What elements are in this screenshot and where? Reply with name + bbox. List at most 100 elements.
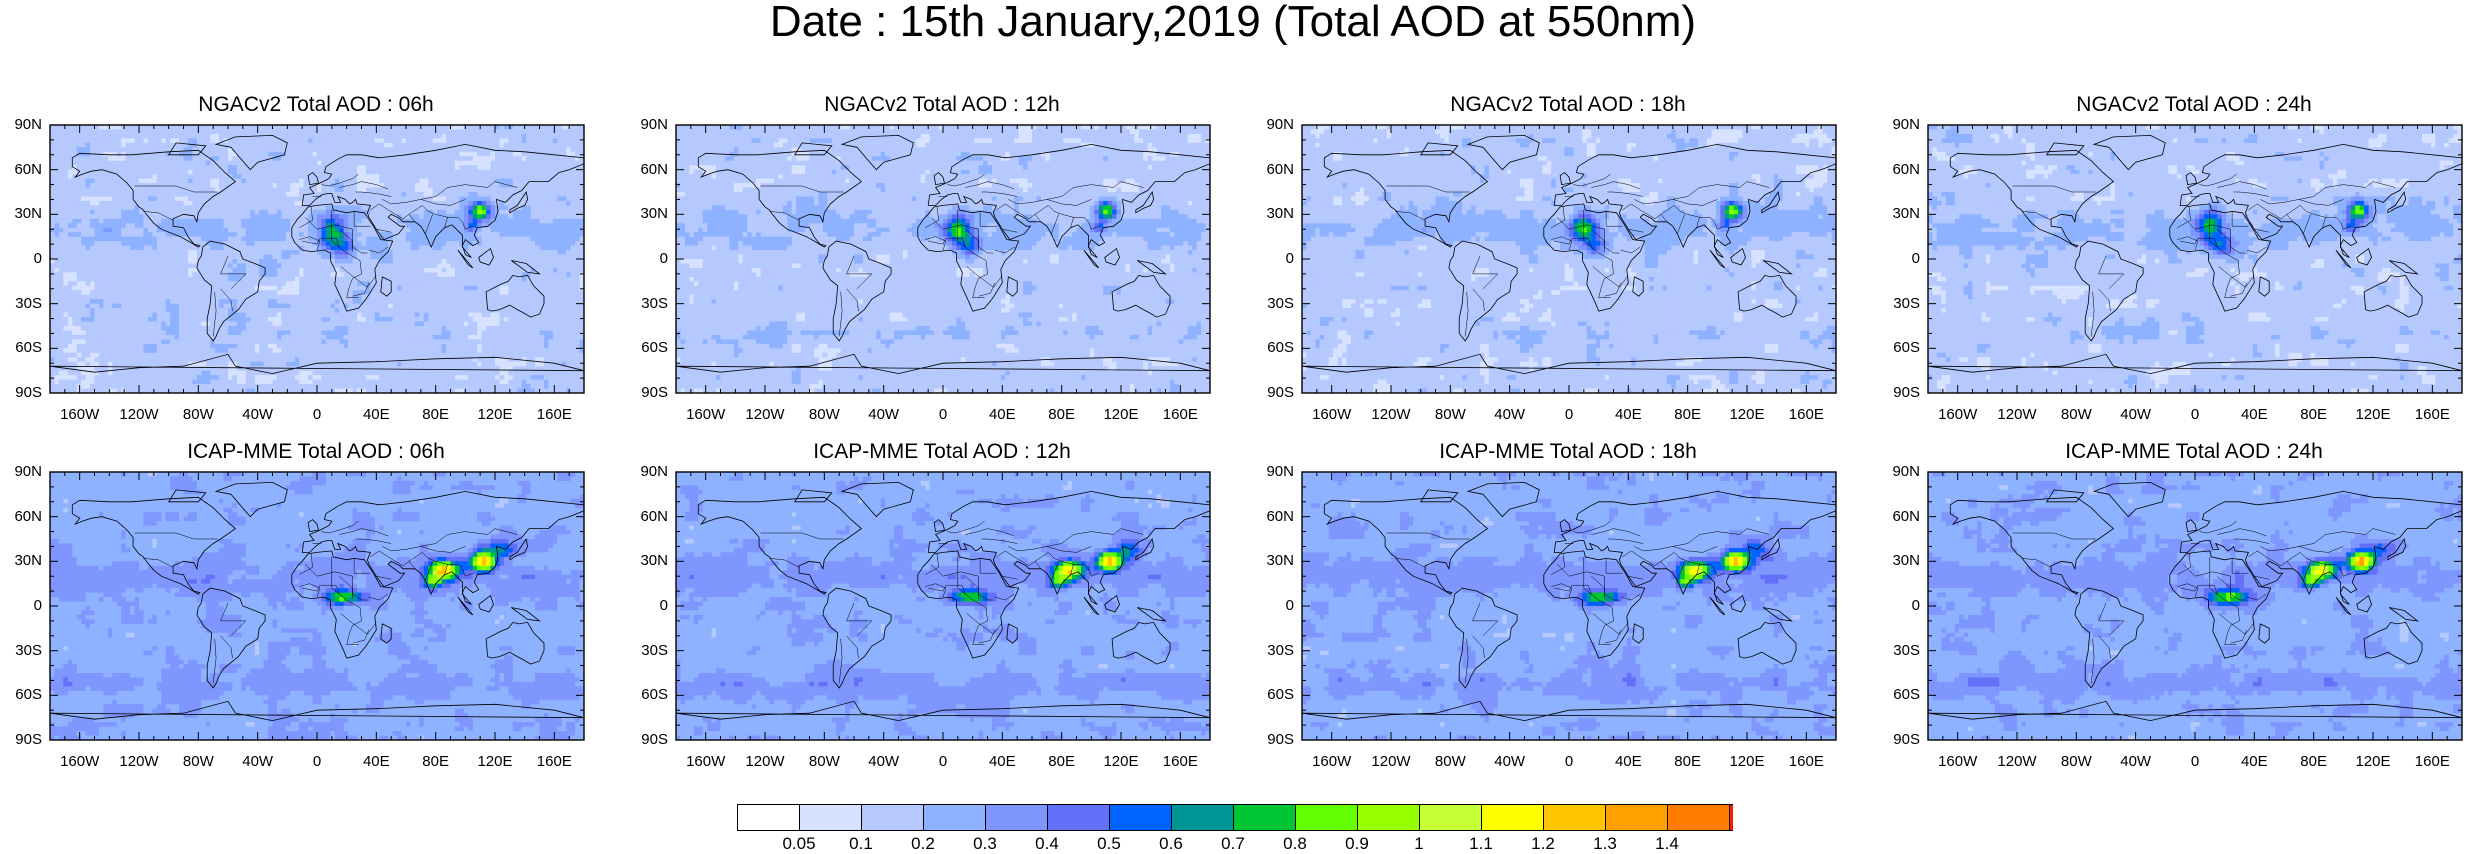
colorbar-box [1667,804,1730,831]
lat-tick-label: 90N [1254,463,1294,480]
map-panel [675,124,1211,394]
colorbar-box [923,804,986,831]
main-title: Date : 15th January,2019 (Total AOD at 5… [0,0,2466,44]
lat-tick-label: 90S [628,384,668,401]
lon-tick-label: 120E [2343,753,2403,770]
lat-tick-label: 90N [2,463,42,480]
aod-map [675,124,1211,394]
lon-tick-label: 120W [1987,406,2047,423]
lat-tick-label: 30S [628,295,668,312]
lat-tick-label: 30S [1880,295,1920,312]
colorbar-level-label: 0.3 [960,834,1010,854]
lat-tick-label: 0 [2,250,42,267]
lon-tick-label: 120W [1361,406,1421,423]
lon-tick-label: 120W [109,753,169,770]
lon-tick-label: 40E [972,753,1032,770]
panel-title: ICAP-MME Total AOD : 24h [1884,440,2466,464]
colorbar-box [1233,804,1296,831]
lat-tick-label: 30N [628,552,668,569]
lon-tick-label: 160E [524,406,584,423]
colorbar-level-label: 1.3 [1580,834,1630,854]
lon-tick-label: 80E [406,406,466,423]
lon-tick-label: 120E [465,753,525,770]
lon-tick-label: 120W [735,406,795,423]
colorbar-box [861,804,924,831]
colorbar-level-label: 1.1 [1456,834,1506,854]
panel-title: NGACv2 Total AOD : 24h [1884,93,2466,117]
panel-title: ICAP-MME Total AOD : 12h [632,440,1252,464]
lon-tick-label: 40E [1598,406,1658,423]
lon-tick-label: 40W [854,406,914,423]
lon-tick-label: 40W [228,753,288,770]
lat-tick-label: 60N [2,508,42,525]
map-panel [675,471,1211,741]
aod-map [1301,124,1837,394]
map-panel [49,124,585,394]
colorbar [737,804,1792,837]
aod-map [49,124,585,394]
lon-tick-label: 80E [1032,406,1092,423]
colorbar-box [1171,804,1234,831]
lat-tick-label: 60S [2,339,42,356]
lon-tick-label: 160W [50,753,110,770]
lon-tick-label: 0 [287,406,347,423]
lat-tick-label: 90N [1880,463,1920,480]
lon-tick-label: 40W [2106,406,2166,423]
lat-tick-label: 0 [1254,597,1294,614]
colorbar-level-label: 0.8 [1270,834,1320,854]
lat-tick-label: 90N [2,116,42,133]
lon-tick-label: 120E [1091,406,1151,423]
lat-tick-label: 30N [2,552,42,569]
lat-tick-label: 90S [628,731,668,748]
colorbar-level-label: 0.05 [774,834,824,854]
lon-tick-label: 80E [1658,753,1718,770]
lon-tick-label: 160W [50,406,110,423]
colorbar-level-label: 1.4 [1642,834,1692,854]
colorbar-level-label: 1.2 [1518,834,1568,854]
lon-tick-label: 0 [1539,406,1599,423]
lat-tick-label: 90S [1254,384,1294,401]
lat-tick-label: 60N [1880,161,1920,178]
lat-tick-label: 90S [1880,384,1920,401]
lat-tick-label: 0 [628,250,668,267]
lon-tick-label: 120E [465,406,525,423]
lat-tick-label: 90S [2,731,42,748]
panel-title: NGACv2 Total AOD : 06h [6,93,626,117]
aod-map [1927,124,2463,394]
aod-map [49,471,585,741]
lon-tick-label: 120E [2343,406,2403,423]
colorbar-box [1357,804,1420,831]
lat-tick-label: 60N [1254,161,1294,178]
panel-title: ICAP-MME Total AOD : 06h [6,440,626,464]
lon-tick-label: 80W [168,406,228,423]
colorbar-level-label: 0.9 [1332,834,1382,854]
lon-tick-label: 40E [972,406,1032,423]
colorbar-box [1729,804,1792,831]
lat-tick-label: 90S [1880,731,1920,748]
map-panel [49,471,585,741]
lat-tick-label: 30N [1880,552,1920,569]
lon-tick-label: 80E [2284,753,2344,770]
lat-tick-label: 60S [1880,339,1920,356]
panel-title: NGACv2 Total AOD : 12h [632,93,1252,117]
lon-tick-label: 80E [2284,406,2344,423]
lon-tick-label: 160W [1928,406,1988,423]
colorbar-box [737,804,800,831]
lon-tick-label: 160E [1150,406,1210,423]
colorbar-box [1047,804,1110,831]
lon-tick-label: 160W [1302,406,1362,423]
colorbar-box [1543,804,1606,831]
lat-tick-label: 60N [628,508,668,525]
panel-title: NGACv2 Total AOD : 18h [1258,93,1878,117]
lon-tick-label: 40E [346,406,406,423]
lon-tick-label: 160E [524,753,584,770]
colorbar-level-label: 0.2 [898,834,948,854]
map-panel [1301,471,1837,741]
lat-tick-label: 90S [1254,731,1294,748]
lon-tick-label: 120E [1717,406,1777,423]
colorbar-box [1605,804,1668,831]
lat-tick-label: 30S [2,295,42,312]
lat-tick-label: 0 [2,597,42,614]
lon-tick-label: 0 [913,406,973,423]
lon-tick-label: 120W [1361,753,1421,770]
